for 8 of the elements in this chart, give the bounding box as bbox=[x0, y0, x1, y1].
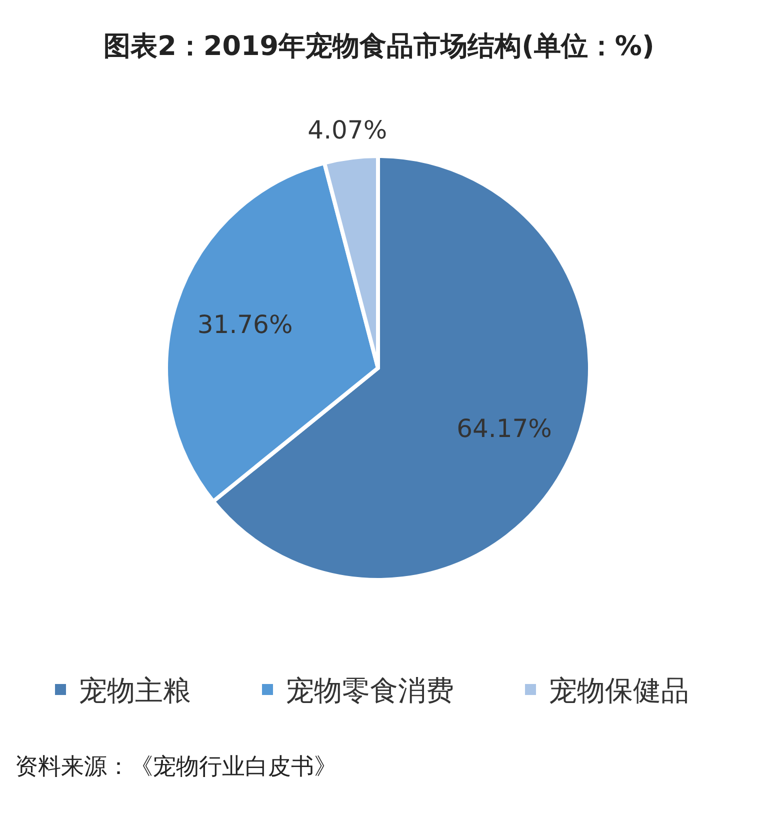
data-label: 4.07% bbox=[308, 116, 388, 145]
legend-label: 宠物保健品 bbox=[549, 674, 689, 707]
chart-title: 图表2：2019年宠物食品市场结构(单位：%) bbox=[104, 31, 654, 62]
data-label: 64.17% bbox=[456, 414, 552, 443]
data-label: 31.76% bbox=[197, 310, 293, 340]
text: 资料来源：《宠物行业白皮书》 bbox=[15, 754, 337, 780]
legend-label: 宠物主粮 bbox=[79, 674, 191, 707]
legend-label: 宠物零食消费 bbox=[286, 674, 454, 707]
